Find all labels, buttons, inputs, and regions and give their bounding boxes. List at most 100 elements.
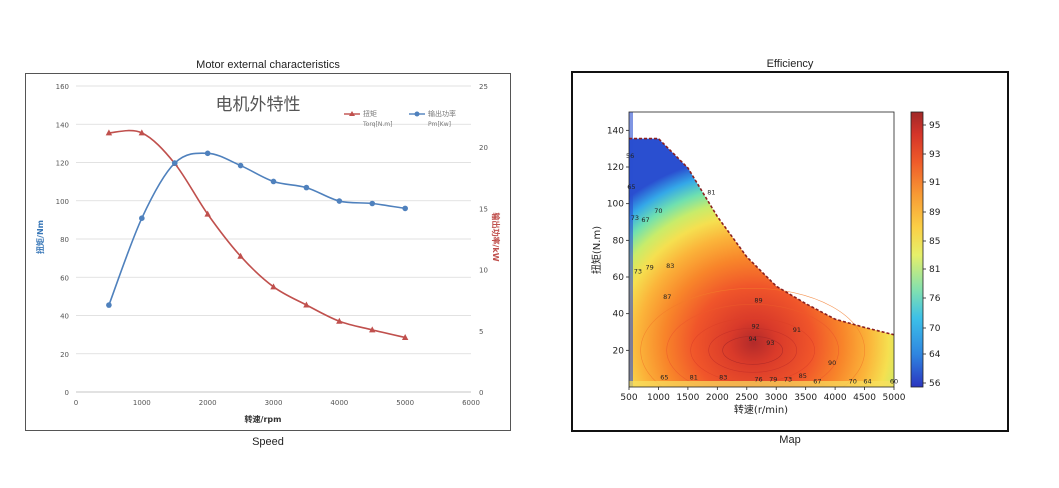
colorbar: 56 64 70 76 81 85 89 91 93 95 <box>910 111 941 389</box>
colorbar-tick-label: 85 <box>929 237 940 247</box>
map-y-tick-label: 100 <box>607 200 624 210</box>
data-point-torque <box>336 317 343 324</box>
x-tick-label: 2000 <box>199 399 217 407</box>
y2-tick-label: 10 <box>479 267 488 275</box>
right-panel-heading: Efficiency <box>766 58 814 70</box>
data-point-power <box>237 162 244 169</box>
contour-label: 81 <box>707 189 715 197</box>
data-point-power <box>270 178 277 185</box>
colorbar-tick-label: 64 <box>929 350 941 360</box>
motor-characteristics-chart: 0 20 40 60 80 100 120 140 160 0 5 10 15 20 25 0 1000 2000… <box>25 73 511 431</box>
y-tick-label: 20 <box>60 351 69 359</box>
map-x-tick-label: 4500 <box>853 393 876 403</box>
contour-line <box>722 336 783 365</box>
data-point-power <box>303 184 310 191</box>
contour-label: 91 <box>793 326 801 334</box>
contour-label: 70 <box>654 207 662 215</box>
y2-tick-label: 20 <box>479 144 488 152</box>
data-point-torque <box>105 129 113 136</box>
map-y-tick-label: 120 <box>607 163 624 173</box>
x-tick-label: 6000 <box>462 399 480 407</box>
colorbar-scale <box>910 111 924 388</box>
map-x-tick-label: 1500 <box>676 393 699 403</box>
contour-label: 56 <box>626 152 634 160</box>
data-point-power <box>106 302 112 308</box>
data-point-power <box>336 198 343 204</box>
map-x-tick-label: 500 <box>620 393 637 403</box>
colorbar-tick-label: 89 <box>929 208 941 218</box>
colorbar-tick-label: 93 <box>929 150 940 160</box>
colorbar-tick-label: 76 <box>929 294 941 304</box>
chart-title: 电机外特性 <box>216 95 301 115</box>
colorbar-tick-label: 95 <box>929 121 940 131</box>
data-point-power <box>139 215 145 221</box>
y-tick-label: 40 <box>60 313 69 321</box>
x-tick-label: 3000 <box>265 399 283 407</box>
map-y-tick-label: 140 <box>607 126 624 136</box>
x-tick-label: 5000 <box>396 399 414 407</box>
map-y-tick-label: 60 <box>613 273 625 283</box>
y-tick-label: 140 <box>56 121 69 129</box>
contour-line <box>708 328 797 373</box>
contour-line <box>666 304 839 387</box>
right-panel-caption: Map <box>779 434 801 446</box>
map-x-tick-label: 4000 <box>824 393 847 403</box>
contour-label: 67 <box>813 377 821 385</box>
map-x-tick-label: 2500 <box>735 393 758 403</box>
bottom-efficiency-strip <box>629 381 894 387</box>
colorbar-tick-label: 91 <box>929 178 940 188</box>
max-torque-boundary <box>629 137 894 336</box>
low-efficiency-band <box>629 112 633 387</box>
y-tick-label: 100 <box>56 198 69 206</box>
contour-label: 83 <box>719 374 727 382</box>
x-axis-label: 转速/rpm <box>245 414 282 424</box>
efficiency-region <box>629 138 894 387</box>
chart-series <box>105 129 409 340</box>
contour-label: 65 <box>627 183 635 191</box>
contour-label: 87 <box>663 293 671 301</box>
legend-entry-unit: Pm[Kw] <box>428 121 451 128</box>
contour-label: 89 <box>754 297 762 305</box>
contour-label: 70 <box>849 377 857 385</box>
legend-marker <box>349 111 355 116</box>
contour-label: 73 <box>631 214 639 222</box>
y2-axis-label: 输出功率/kW <box>491 212 501 261</box>
contour-label: 93 <box>766 339 774 347</box>
data-point-power <box>402 205 408 212</box>
contour-label: 81 <box>690 374 698 382</box>
contour-label: 64 <box>863 377 871 385</box>
legend-entry-name: 扭矩 <box>363 109 377 118</box>
map-x-tick-label: 3500 <box>794 393 817 403</box>
plot-frame <box>628 111 895 388</box>
map-x-tick-label: 2000 <box>706 393 729 403</box>
data-point-torque <box>204 210 211 217</box>
y-axis-label: 扭矩/Nm <box>35 220 45 254</box>
chart-axes: 0 20 40 60 80 100 120 140 160 0 5 10 15 20 25 0 1000 2000… <box>56 83 488 407</box>
contour-label: 83 <box>666 262 674 270</box>
map-x-tick-label: 1000 <box>647 393 670 403</box>
data-point-torque <box>303 301 310 308</box>
contour-label: 79 <box>769 376 777 384</box>
map-y-tick-label: 40 <box>613 310 625 320</box>
map-y-axis-label: 扭矩(N.m) <box>590 226 603 274</box>
left-panel-caption: Speed <box>252 436 284 448</box>
legend-entry-unit: Torq[N.m] <box>362 121 392 128</box>
data-point-torque <box>369 326 376 333</box>
y-tick-label: 120 <box>56 160 69 168</box>
series-line-1 <box>108 152 406 306</box>
efficiency-heatmap <box>629 112 894 387</box>
map-y-tick-label: 80 <box>613 236 625 246</box>
contour-label: 65 <box>660 374 668 382</box>
map-axes: 500 1000 1500 2000 2500 3000 3500 4000 4500 5000 2… <box>607 111 906 403</box>
data-point-torque <box>270 283 277 290</box>
y-tick-label: 160 <box>56 83 69 91</box>
contour-label: 79 <box>645 264 653 272</box>
contour-label: 92 <box>751 322 759 330</box>
y-tick-label: 80 <box>60 236 69 244</box>
contour-label: 67 <box>641 216 649 224</box>
map-x-tick-label: 5000 <box>883 393 906 403</box>
colorbar-tick-label: 81 <box>929 265 940 275</box>
map-x-axis-label: 转速(r/min) <box>734 403 788 416</box>
contour-label: 76 <box>754 376 762 384</box>
